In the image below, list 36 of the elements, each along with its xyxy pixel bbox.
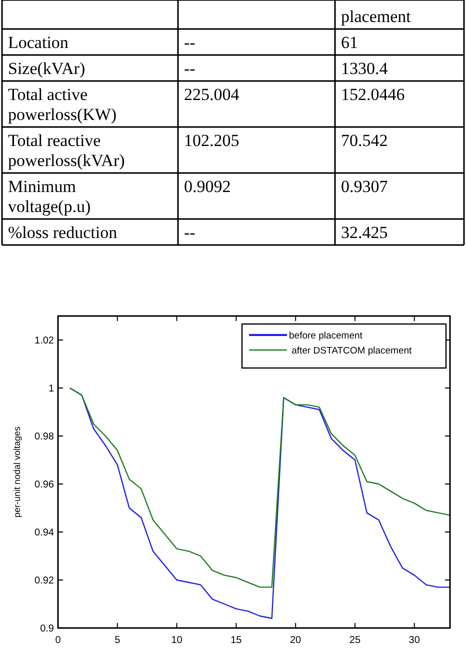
y-tick-label: 1 <box>48 384 54 394</box>
text: 152.0446 <box>341 85 405 104</box>
text: 0.9092 <box>184 177 231 196</box>
x-tick-label: 0 <box>55 635 62 646</box>
text: Total active powerloss(KW) <box>8 85 117 124</box>
text: Minimum voltage(p.u) <box>8 177 91 216</box>
text: -- <box>184 33 196 52</box>
x-tick-label: 5 <box>114 635 121 646</box>
y-tick-label: 0.9 <box>40 624 54 634</box>
text: -- <box>184 223 196 242</box>
x-tick-label: 25 <box>349 635 361 646</box>
x-tick-label: 15 <box>230 635 242 646</box>
text: Total reactive powerloss(kVAr) <box>8 131 125 170</box>
legend-label: after DSTATCOM placement <box>289 346 412 356</box>
y-tick-label: 0.94 <box>34 528 54 538</box>
text: placement <box>341 7 411 26</box>
text: 0.9307 <box>341 177 388 196</box>
x-tick-label: 30 <box>408 635 420 646</box>
x-tick-label: 10 <box>171 635 183 646</box>
text: 32.425 <box>341 223 388 242</box>
y-tick-label: 0.92 <box>34 576 54 586</box>
y-tick-label: 1.02 <box>34 336 54 346</box>
x-tick-label: 20 <box>290 635 302 646</box>
text: %loss reduction <box>8 223 118 242</box>
text: 102.205 <box>184 131 240 150</box>
legend-label: before placement <box>289 330 363 342</box>
text: 70.542 <box>341 131 388 150</box>
y-tick-label: 0.96 <box>34 480 54 490</box>
y-axis-title: per-unit nodal voltages <box>12 426 22 518</box>
text: 1330.4 <box>341 59 388 78</box>
y-tick-label: 0.98 <box>34 432 54 442</box>
text: 225.004 <box>184 85 240 104</box>
text: -- <box>184 59 196 78</box>
text: 61 <box>341 33 358 52</box>
text: Size(kVAr) <box>8 59 86 78</box>
text: Location <box>8 33 68 52</box>
